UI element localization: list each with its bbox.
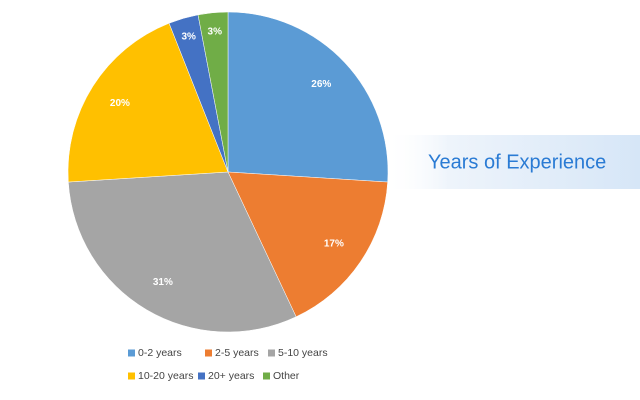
legend-swatch	[263, 372, 270, 380]
data-label: 17%	[324, 239, 344, 250]
slice	[197, 11, 229, 173]
data-label: 26%	[311, 79, 331, 90]
data-label: 3%	[208, 26, 223, 37]
slice	[227, 11, 389, 183]
legend-label: 20+ years	[208, 370, 254, 382]
data-label: 20%	[110, 98, 130, 109]
legend-label: 10-20 years	[138, 370, 193, 382]
legend-label: 0-2 years	[138, 347, 182, 359]
data-label: 31%	[153, 277, 173, 288]
slice	[67, 22, 229, 183]
pie: 26% 17% 31% 20% 3% 3%	[67, 11, 389, 333]
legend-label: 2-5 years	[215, 347, 259, 359]
legend: 0-2 years 2-5 years 5-10 years 10-20 years 2…	[128, 347, 328, 382]
chart-title: Years of Experience	[428, 151, 606, 173]
slice	[227, 171, 388, 318]
slice	[68, 171, 297, 333]
legend-swatch	[128, 372, 135, 380]
legend-swatch	[268, 349, 275, 357]
legend-swatch	[205, 349, 212, 357]
legend-swatch	[198, 372, 205, 380]
title-band	[385, 135, 640, 189]
data-label: 3%	[181, 31, 196, 42]
legend-swatch	[128, 349, 135, 357]
legend-label: 5-10 years	[278, 347, 328, 359]
legend-label: Other	[273, 370, 300, 382]
